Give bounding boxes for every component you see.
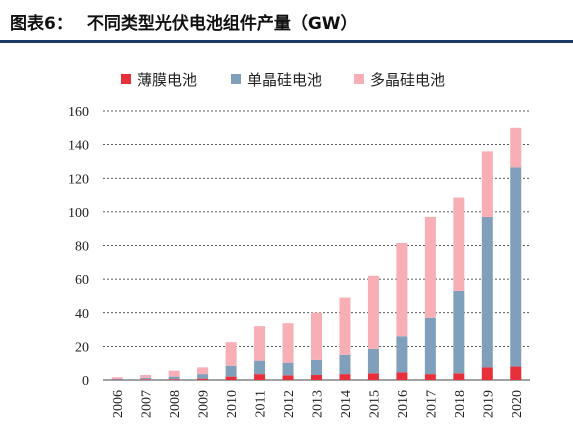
bar-segment-thin-film: [424, 374, 436, 380]
bar-segment-mono: [367, 348, 379, 374]
y-tick-label: 160: [68, 105, 89, 120]
bar-segment-thin-film: [168, 379, 180, 380]
bar-segment-multi: [140, 374, 152, 378]
bar-segment-thin-film: [282, 375, 294, 380]
bar-segment-mono: [111, 378, 123, 380]
bar-segment-mono: [339, 354, 351, 375]
bar-segment-mono: [168, 376, 180, 380]
x-tick-label: 2009: [197, 390, 212, 418]
bar-segment-thin-film: [140, 379, 152, 380]
x-tick-label: 2006: [111, 390, 126, 418]
bar-segment-thin-film: [197, 378, 209, 380]
bar-segment-mono: [282, 362, 294, 376]
y-tick-label: 0: [82, 374, 89, 389]
y-tick-label: 20: [75, 340, 89, 355]
x-tick-label: 2017: [424, 390, 439, 418]
bar-segment-mono: [424, 317, 436, 375]
bar-segment-thin-film: [453, 373, 465, 380]
legend-swatch-thin-film: [121, 74, 131, 84]
legend-swatch-multi: [354, 74, 364, 84]
figure-header: 图表6： 不同类型光伏电池组件产量（GW）: [0, 0, 573, 44]
x-tick-label: 2014: [339, 390, 354, 418]
legend-item-multi: 多晶硅电池: [354, 66, 445, 92]
bar-segment-thin-film: [481, 367, 493, 380]
bar-segment-mono: [197, 374, 209, 379]
bar-segment-mono: [396, 336, 408, 373]
y-tick-label: 40: [75, 307, 89, 322]
x-tick-label: 2018: [453, 390, 468, 418]
legend-item-mono: 单晶硅电池: [231, 66, 322, 92]
y-tick-label: 140: [68, 139, 89, 154]
y-tick-label: 100: [68, 206, 89, 221]
legend-swatch-mono: [231, 74, 241, 84]
bar-segment-multi: [396, 242, 408, 337]
bar-segment-multi: [510, 127, 522, 168]
bar-segment-multi: [367, 275, 379, 349]
bar-segment-multi: [254, 326, 266, 361]
chart-title: 不同类型光伏电池组件产量（GW）: [86, 14, 358, 34]
bar-segment-thin-film: [311, 374, 322, 380]
bar-segment-thin-film: [339, 374, 351, 380]
legend-label-thin-film: 薄膜电池: [137, 70, 198, 89]
bar-segment-multi: [339, 297, 351, 355]
bar-segment-mono: [140, 377, 152, 380]
bar-segment-thin-film: [254, 374, 266, 380]
legend-label-multi: 多晶硅电池: [370, 70, 446, 89]
x-tick-label: 2020: [510, 390, 525, 418]
bar-segment-multi: [424, 216, 436, 318]
bar-segment-multi: [197, 367, 209, 375]
figure-label: 图表6：: [10, 14, 73, 34]
bar-segment-multi: [481, 151, 493, 217]
x-tick-label: 2012: [282, 390, 297, 418]
y-tick-label: 120: [68, 172, 89, 187]
bar-segment-thin-film: [225, 376, 237, 380]
legend-label-mono: 单晶硅电池: [247, 70, 323, 89]
legend-item-thin-film: 薄膜电池: [121, 66, 197, 92]
bar-segment-mono: [481, 216, 493, 368]
figure-title: 图表6： 不同类型光伏电池组件产量（GW）: [10, 9, 358, 34]
bar-segment-mono: [225, 365, 237, 377]
bar-segment-mono: [311, 359, 322, 375]
bar-segment-multi: [111, 377, 123, 379]
bar-segment-multi: [311, 312, 322, 360]
bar-segment-thin-film: [396, 372, 408, 380]
bar-segment-multi: [168, 370, 180, 377]
chart-legend: 薄膜电池 单晶硅电池 多晶硅电池: [0, 66, 573, 92]
x-tick-label: 2010: [225, 390, 240, 418]
x-tick-label: 2008: [168, 390, 183, 418]
bar-segment-multi: [225, 342, 237, 366]
bar-segment-multi: [282, 323, 294, 363]
bar-segment-mono: [510, 167, 522, 367]
x-tick-label: 2007: [140, 390, 155, 418]
y-tick-label: 60: [75, 273, 89, 288]
y-tick-label: 80: [75, 240, 89, 255]
x-tick-label: 2016: [396, 390, 411, 418]
x-tick-label: 2015: [367, 390, 382, 418]
bar-segment-multi: [453, 197, 465, 291]
bar-segment-thin-film: [367, 373, 379, 380]
header-rule: [0, 40, 573, 43]
bar-segment-thin-film: [510, 366, 522, 380]
x-tick-label: 2013: [311, 390, 326, 418]
x-tick-label: 2011: [254, 390, 269, 417]
bar-segment-mono: [453, 290, 465, 374]
bar-segment-mono: [254, 360, 266, 375]
x-tick-label: 2019: [481, 390, 496, 418]
